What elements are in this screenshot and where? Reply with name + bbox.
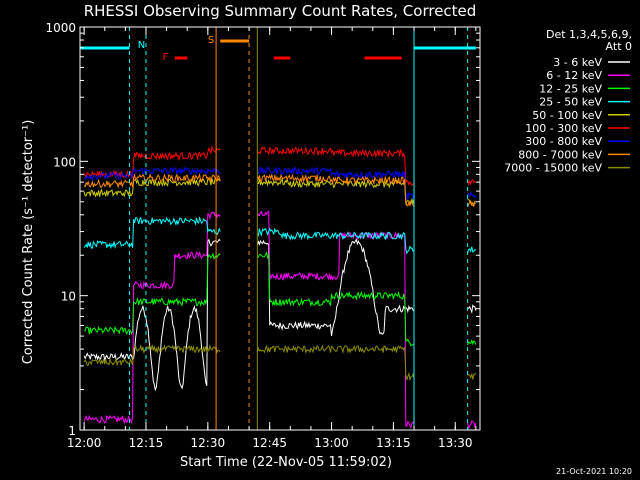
x-tick-label: 13:00	[314, 436, 349, 450]
x-tick-label: 12:45	[252, 436, 287, 450]
marker-bars: N F S	[80, 35, 476, 63]
series-300-800kev	[83, 166, 477, 200]
series-25-50kev	[83, 216, 476, 255]
series-7000-15000kev	[83, 343, 477, 382]
series-line	[83, 172, 477, 208]
series-line	[83, 166, 477, 200]
series-800-7000kev	[83, 172, 477, 208]
x-tick-label: 12:15	[129, 436, 164, 450]
detector-note-line1: Det 1,3,4,5,6,9,	[546, 28, 632, 41]
legend-label: 100 - 300 keV	[525, 122, 602, 135]
series-12-25kev	[84, 251, 477, 347]
x-tick-label: 12:00	[67, 436, 102, 450]
legend-label: 12 - 25 keV	[539, 82, 602, 95]
x-tick-label: 12:30	[191, 436, 226, 450]
series-50-100kev	[83, 177, 476, 206]
timestamp: 21-Oct-2021 10:20	[556, 467, 632, 476]
legend-label: 300 - 800 keV	[525, 135, 602, 148]
series-line	[83, 216, 476, 255]
series-3-6kev	[83, 238, 477, 392]
x-tick-label: 13:30	[438, 436, 473, 450]
legend-label: 800 - 7000 keV	[518, 148, 602, 161]
series-6-12kev	[83, 210, 477, 430]
detector-note-line2: Att 0	[606, 40, 632, 53]
plot-area: N F S	[80, 27, 477, 430]
series-line	[83, 238, 477, 392]
marker-label: F	[162, 52, 168, 63]
legend-label: 7000 - 15000 keV	[504, 162, 602, 175]
x-tick-label: 13:15	[376, 436, 411, 450]
marker-label: S	[208, 35, 214, 46]
legend-label: 25 - 50 keV	[539, 96, 602, 109]
x-axis-label: Start Time (22-Nov-05 11:59:02)	[180, 455, 392, 470]
plot-frame	[79, 26, 481, 431]
y-tick-label: 100	[53, 155, 76, 169]
legend-label: 50 - 100 keV	[532, 109, 602, 122]
y-axis-label: Corrected Count Rate (s⁻¹ detector⁻¹)	[21, 120, 36, 365]
y-tick-label: 10	[61, 290, 76, 304]
y-tick-label: 1000	[45, 21, 76, 35]
series-line	[84, 251, 477, 347]
chart-title: RHESSI Observing Summary Count Rates, Co…	[84, 2, 477, 20]
series-line	[83, 177, 476, 206]
axes: 1 10 100 1000 12:00 12:15 12:30 12:45 13:00 13:15…	[45, 21, 481, 450]
y-tick-label: 1	[68, 424, 76, 438]
series-line	[83, 210, 477, 430]
legend-label: 6 - 12 keV	[546, 69, 602, 82]
legend-label: 3 - 6 keV	[553, 56, 602, 69]
transition-lines	[128, 27, 469, 430]
marker-label: N	[138, 40, 145, 51]
series-line	[83, 343, 477, 382]
